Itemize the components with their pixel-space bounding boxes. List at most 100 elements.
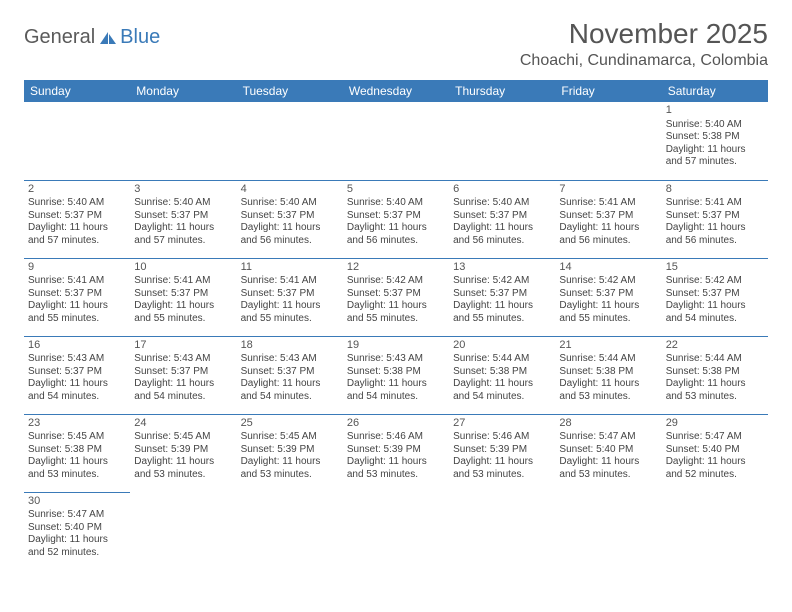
daylight-line: Daylight: 11 hours and 53 minutes. [559, 456, 657, 481]
sunrise-line: Sunrise: 5:42 AM [666, 275, 764, 288]
calendar-cell [555, 102, 661, 180]
sunset-line: Sunset: 5:39 PM [347, 444, 445, 457]
sunrise-line: Sunrise: 5:43 AM [28, 353, 126, 366]
day-number: 9 [28, 261, 126, 275]
daylight-line: Daylight: 11 hours and 53 minutes. [134, 456, 232, 481]
day-number: 17 [134, 339, 232, 353]
day-header: Tuesday [237, 80, 343, 102]
day-number: 6 [453, 183, 551, 197]
calendar-cell [449, 102, 555, 180]
day-number: 16 [28, 339, 126, 353]
sunset-line: Sunset: 5:37 PM [241, 288, 339, 301]
sunrise-line: Sunrise: 5:45 AM [28, 431, 126, 444]
daylight-line: Daylight: 11 hours and 52 minutes. [28, 534, 126, 559]
daylight-line: Daylight: 11 hours and 55 minutes. [241, 300, 339, 325]
calendar-cell: 28Sunrise: 5:47 AMSunset: 5:40 PMDayligh… [555, 414, 661, 492]
calendar-cell: 8Sunrise: 5:41 AMSunset: 5:37 PMDaylight… [662, 180, 768, 258]
calendar-cell [449, 492, 555, 570]
calendar-row: 9Sunrise: 5:41 AMSunset: 5:37 PMDaylight… [24, 258, 768, 336]
calendar-row: 30Sunrise: 5:47 AMSunset: 5:40 PMDayligh… [24, 492, 768, 570]
daylight-line: Daylight: 11 hours and 53 minutes. [241, 456, 339, 481]
sunrise-line: Sunrise: 5:41 AM [666, 197, 764, 210]
calendar-cell: 26Sunrise: 5:46 AMSunset: 5:39 PMDayligh… [343, 414, 449, 492]
day-number: 24 [134, 417, 232, 431]
sunrise-line: Sunrise: 5:47 AM [666, 431, 764, 444]
calendar-cell: 25Sunrise: 5:45 AMSunset: 5:39 PMDayligh… [237, 414, 343, 492]
sunrise-line: Sunrise: 5:47 AM [559, 431, 657, 444]
calendar-cell [130, 102, 236, 180]
daylight-line: Daylight: 11 hours and 56 minutes. [347, 222, 445, 247]
month-title: November 2025 [520, 18, 768, 50]
day-number: 30 [28, 495, 126, 509]
calendar-cell: 21Sunrise: 5:44 AMSunset: 5:38 PMDayligh… [555, 336, 661, 414]
day-number: 4 [241, 183, 339, 197]
day-number: 1 [666, 104, 764, 118]
calendar-cell: 2Sunrise: 5:40 AMSunset: 5:37 PMDaylight… [24, 180, 130, 258]
calendar-cell: 13Sunrise: 5:42 AMSunset: 5:37 PMDayligh… [449, 258, 555, 336]
calendar-cell [343, 492, 449, 570]
sunrise-line: Sunrise: 5:43 AM [241, 353, 339, 366]
sunset-line: Sunset: 5:37 PM [241, 210, 339, 223]
location: Choachi, Cundinamarca, Colombia [520, 52, 768, 70]
day-number: 5 [347, 183, 445, 197]
daylight-line: Daylight: 11 hours and 55 minutes. [559, 300, 657, 325]
header: General Blue November 2025 Choachi, Cund… [24, 18, 768, 70]
sunset-line: Sunset: 5:37 PM [28, 210, 126, 223]
daylight-line: Daylight: 11 hours and 53 minutes. [559, 378, 657, 403]
logo: General Blue [24, 26, 160, 49]
sunset-line: Sunset: 5:37 PM [666, 210, 764, 223]
sunrise-line: Sunrise: 5:40 AM [241, 197, 339, 210]
calendar-cell: 6Sunrise: 5:40 AMSunset: 5:37 PMDaylight… [449, 180, 555, 258]
sunset-line: Sunset: 5:37 PM [241, 366, 339, 379]
sunrise-line: Sunrise: 5:45 AM [241, 431, 339, 444]
day-header: Friday [555, 80, 661, 102]
logo-text-general: General [24, 26, 95, 49]
title-block: November 2025 Choachi, Cundinamarca, Col… [520, 18, 768, 70]
calendar-cell: 7Sunrise: 5:41 AMSunset: 5:37 PMDaylight… [555, 180, 661, 258]
sunset-line: Sunset: 5:38 PM [666, 366, 764, 379]
sunset-line: Sunset: 5:37 PM [347, 210, 445, 223]
calendar-cell: 27Sunrise: 5:46 AMSunset: 5:39 PMDayligh… [449, 414, 555, 492]
sunrise-line: Sunrise: 5:41 AM [559, 197, 657, 210]
calendar-cell [237, 102, 343, 180]
daylight-line: Daylight: 11 hours and 53 minutes. [666, 378, 764, 403]
calendar-cell [237, 492, 343, 570]
day-number: 19 [347, 339, 445, 353]
calendar-row: 23Sunrise: 5:45 AMSunset: 5:38 PMDayligh… [24, 414, 768, 492]
day-header: Monday [130, 80, 236, 102]
sunset-line: Sunset: 5:38 PM [453, 366, 551, 379]
sunrise-line: Sunrise: 5:40 AM [347, 197, 445, 210]
sunrise-line: Sunrise: 5:44 AM [453, 353, 551, 366]
day-number: 21 [559, 339, 657, 353]
calendar-cell: 20Sunrise: 5:44 AMSunset: 5:38 PMDayligh… [449, 336, 555, 414]
daylight-line: Daylight: 11 hours and 54 minutes. [347, 378, 445, 403]
sunrise-line: Sunrise: 5:41 AM [241, 275, 339, 288]
calendar-cell: 14Sunrise: 5:42 AMSunset: 5:37 PMDayligh… [555, 258, 661, 336]
sunset-line: Sunset: 5:37 PM [559, 210, 657, 223]
day-number: 28 [559, 417, 657, 431]
sunrise-line: Sunrise: 5:46 AM [347, 431, 445, 444]
calendar-cell [130, 492, 236, 570]
calendar-cell: 16Sunrise: 5:43 AMSunset: 5:37 PMDayligh… [24, 336, 130, 414]
sunrise-line: Sunrise: 5:42 AM [559, 275, 657, 288]
logo-sail-icon [99, 31, 117, 45]
calendar-cell: 19Sunrise: 5:43 AMSunset: 5:38 PMDayligh… [343, 336, 449, 414]
sunset-line: Sunset: 5:37 PM [453, 288, 551, 301]
daylight-line: Daylight: 11 hours and 53 minutes. [28, 456, 126, 481]
daylight-line: Daylight: 11 hours and 55 minutes. [453, 300, 551, 325]
sunrise-line: Sunrise: 5:43 AM [134, 353, 232, 366]
calendar-cell: 30Sunrise: 5:47 AMSunset: 5:40 PMDayligh… [24, 492, 130, 570]
day-header-row: Sunday Monday Tuesday Wednesday Thursday… [24, 80, 768, 102]
calendar-cell: 11Sunrise: 5:41 AMSunset: 5:37 PMDayligh… [237, 258, 343, 336]
calendar-cell: 10Sunrise: 5:41 AMSunset: 5:37 PMDayligh… [130, 258, 236, 336]
calendar-row: 16Sunrise: 5:43 AMSunset: 5:37 PMDayligh… [24, 336, 768, 414]
daylight-line: Daylight: 11 hours and 57 minutes. [134, 222, 232, 247]
sunset-line: Sunset: 5:40 PM [28, 522, 126, 535]
day-number: 25 [241, 417, 339, 431]
daylight-line: Daylight: 11 hours and 56 minutes. [666, 222, 764, 247]
sunrise-line: Sunrise: 5:45 AM [134, 431, 232, 444]
sunrise-line: Sunrise: 5:43 AM [347, 353, 445, 366]
calendar-cell: 29Sunrise: 5:47 AMSunset: 5:40 PMDayligh… [662, 414, 768, 492]
day-number: 13 [453, 261, 551, 275]
sunset-line: Sunset: 5:40 PM [559, 444, 657, 457]
